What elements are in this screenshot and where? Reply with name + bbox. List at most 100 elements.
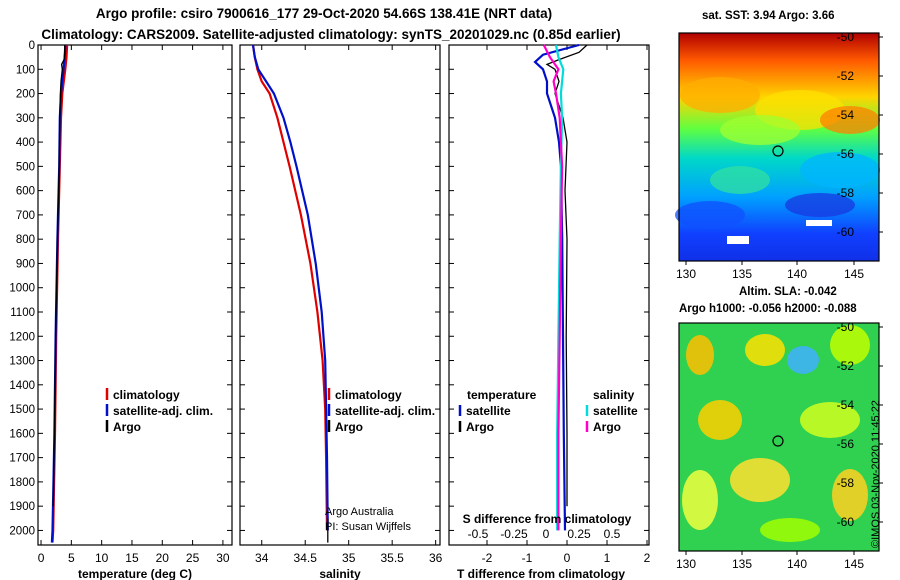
x-tick-label: 0 [38, 551, 45, 565]
sla-feature [800, 402, 860, 438]
y-tick-label: 100 [16, 64, 35, 76]
plot-frame [448, 44, 650, 546]
difference-panel: -2 -1 0 1 2 T difference from climatology temp… [448, 43, 651, 580]
legend-label: Argo [593, 420, 621, 434]
y-tick-label: 1600 [9, 428, 35, 440]
x-axis-label: salinity [319, 567, 361, 580]
series-line-blue [251, 44, 329, 531]
sst-feature [800, 152, 880, 188]
secondary-axis-label: S difference from climatology [463, 512, 632, 526]
x-tick-label: 30 [216, 551, 230, 565]
map-x-tick-label: 135 [732, 267, 752, 281]
series-line-magenta [542, 44, 564, 531]
map-y-tick-label: -56 [837, 437, 855, 451]
map-x-tick-label: 135 [732, 557, 752, 571]
y-tick-label: 500 [16, 161, 35, 173]
y-tick-label: 1500 [9, 404, 35, 416]
float-location-marker [772, 145, 784, 157]
y-tick-label: 0 [29, 40, 35, 52]
y-tick-label: 1800 [9, 477, 35, 489]
x-tick-label: 0 [564, 551, 571, 565]
sst-map-title: sat. SST: 3.94 Argo: 3.66 [702, 10, 835, 22]
secondary-tick-label: 0.5 [604, 527, 621, 541]
sla-feature [730, 458, 790, 502]
legend-label: satellite-adj. clim. [335, 404, 435, 418]
series-line-cyan [554, 44, 565, 531]
map-y-tick-label: -50 [837, 320, 855, 334]
float-location-marker [772, 435, 784, 447]
sla-feature [830, 325, 870, 365]
map-frame [678, 322, 880, 552]
x-tick-label: -2 [482, 551, 493, 565]
sla-feature [686, 335, 714, 375]
sla-map: -50 -52 -54 -56 -58 -60 130 135 140 145 [676, 320, 883, 571]
map-x-tick-label: 145 [844, 267, 864, 281]
y-tick-label: 400 [16, 137, 35, 149]
copyright-text: ©IMOS 03-Nov-2020 11:45:22 [870, 400, 882, 548]
x-tick-label: 10 [95, 551, 109, 565]
map-y-tick-label: -60 [837, 225, 855, 239]
map-y-tick-label: -58 [837, 186, 855, 200]
y-tick-label: 300 [16, 113, 35, 125]
map-frame [678, 32, 880, 262]
map-x-tick-label: 145 [844, 557, 864, 571]
sst-feature [785, 193, 855, 217]
y-tick-label: 1100 [10, 307, 35, 319]
annotation: PI: Susan Wijffels [325, 521, 411, 533]
y-tick-label: 700 [16, 210, 35, 222]
secondary-tick-label: 0.25 [567, 527, 591, 541]
y-tick-label: 900 [16, 258, 35, 270]
series-line-black [545, 44, 588, 507]
sst-feature [820, 106, 880, 134]
sla-map-title-1: Altim. SLA: -0.042 [739, 286, 837, 298]
plot-frame [37, 44, 233, 546]
series-line-black [52, 45, 66, 507]
sla-feature [745, 334, 785, 366]
sla-feature [682, 470, 718, 530]
legend-heading: salinity [593, 388, 635, 402]
map-x-tick-label: 140 [787, 557, 807, 571]
map-x-tick-label: 130 [676, 557, 696, 571]
y-tick-label: 1700 [9, 453, 35, 465]
legend-label: Argo [335, 420, 363, 434]
map-x-tick-label: 140 [787, 267, 807, 281]
series-line-blue [533, 43, 580, 531]
y-tick-label: 1900 [9, 501, 35, 513]
map-y-tick-label: -58 [837, 476, 855, 490]
legend-label: Argo [466, 420, 494, 434]
legend-label: satellite [466, 404, 511, 418]
series-line-red [251, 44, 329, 531]
y-tick-label: 600 [16, 186, 35, 198]
sst-map: -50 -52 -54 -56 -58 -60 130 135 140 145 [675, 30, 883, 281]
x-tick-label: 25 [186, 551, 200, 565]
x-tick-label: 2 [644, 551, 651, 565]
map-y-tick-label: -60 [837, 515, 855, 529]
x-tick-label: 34 [255, 551, 269, 565]
y-tick-label: 2000 [9, 525, 35, 537]
sla-feature [787, 346, 819, 374]
legend-label: climatology [113, 388, 180, 402]
y-tick-label: 1200 [9, 331, 35, 343]
sst-feature [675, 201, 745, 229]
title-line-1: Argo profile: csiro 7900616_177 29-Oct-2… [95, 6, 553, 21]
sla-map-title-2: Argo h1000: -0.056 h2000: -0.088 [679, 303, 857, 315]
legend-label: climatology [335, 388, 402, 402]
x-tick-label: 15 [125, 551, 139, 565]
x-tick-label: 35.5 [380, 551, 404, 565]
sla-feature [832, 469, 868, 521]
x-axis-label: T difference from climatology [457, 567, 625, 580]
map-x-tick-label: 130 [676, 267, 696, 281]
temperature-panel: 0100200300400500600700800900100011001200… [9, 40, 233, 580]
x-tick-label: 36 [429, 551, 443, 565]
sst-feature [710, 166, 770, 194]
y-tick-label: 1300 [9, 356, 35, 368]
y-tick-label: 200 [16, 89, 35, 101]
map-y-tick-label: -54 [837, 108, 855, 122]
legend-label: satellite-adj. clim. [113, 404, 213, 418]
plot-frame [239, 44, 441, 546]
x-tick-label: 34.5 [294, 551, 318, 565]
sea-ice-patch [727, 236, 749, 244]
sst-feature [680, 77, 760, 113]
map-y-tick-label: -54 [837, 398, 855, 412]
